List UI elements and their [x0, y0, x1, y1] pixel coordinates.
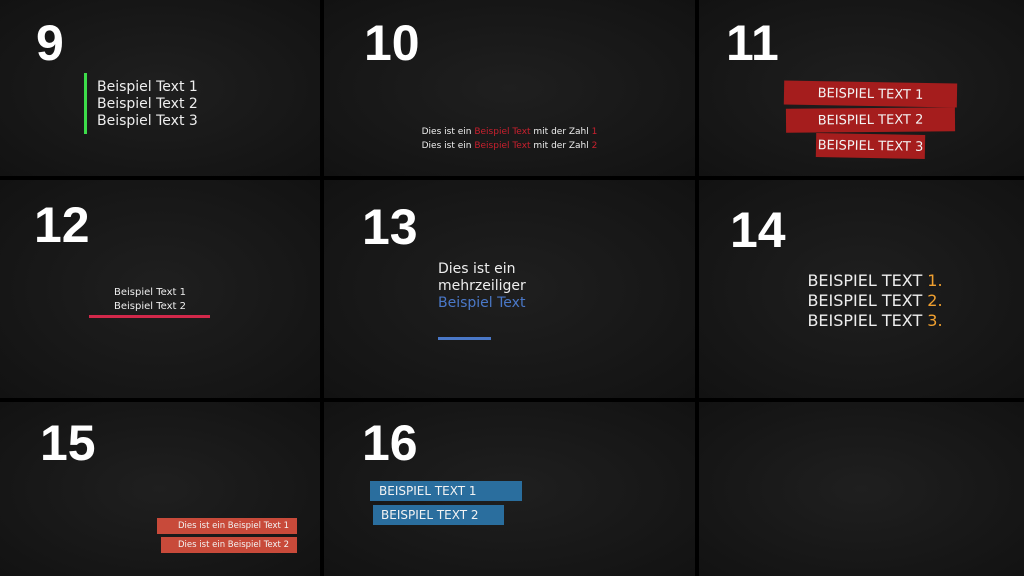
number: 1.: [927, 271, 943, 290]
template-number: 12: [34, 197, 90, 253]
text-line: BEISPIEL TEXT 2: [817, 112, 924, 128]
text-line: Beispiel Text 3: [97, 113, 198, 129]
label-box: BEISPIEL TEXT 1: [370, 481, 522, 501]
text-line: Dies ist ein Beispiel Text mit der Zahl …: [324, 127, 695, 137]
text-line: Dies ist ein Beispiel Text 1: [178, 521, 289, 531]
text-line: BEISPIEL TEXT 3.: [699, 311, 1024, 330]
label-box: Dies ist ein Beispiel Text 2: [161, 537, 297, 553]
label-box: BEISPIEL TEXT 2: [373, 505, 504, 525]
template-panel-16[interactable]: 16 BEISPIEL TEXT 1 BEISPIEL TEXT 2: [324, 402, 695, 576]
text-line: Dies ist ein Beispiel Text mit der Zahl …: [324, 141, 695, 151]
text: BEISPIEL TEXT: [807, 311, 928, 330]
highlight-number: 2: [591, 141, 598, 151]
highlight-text: Beispiel Text: [474, 141, 531, 151]
text-line: BEISPIEL TEXT 1: [817, 85, 924, 103]
template-panel-14[interactable]: 14 BEISPIEL TEXT 1. BEISPIEL TEXT 2. BEI…: [699, 180, 1024, 398]
text: BEISPIEL TEXT: [807, 271, 928, 290]
text-line: BEISPIEL TEXT 3: [817, 137, 924, 155]
number: 3.: [927, 311, 943, 330]
template-panel-12[interactable]: 12 Beispiel Text 1 Beispiel Text 2: [0, 180, 320, 398]
text-line: Dies ist ein Beispiel Text 2: [178, 540, 289, 550]
text-line: BEISPIEL TEXT 1.: [699, 271, 1024, 290]
underline: [89, 315, 210, 318]
underline: [438, 337, 491, 340]
text: mit der Zahl: [530, 141, 592, 151]
template-number: 11: [726, 15, 779, 71]
label-box: Dies ist ein Beispiel Text 1: [157, 518, 297, 534]
text: Dies ist ein: [421, 141, 475, 151]
text-line: Beispiel Text 2: [97, 96, 198, 112]
accent-bar: [84, 73, 87, 134]
text-line: BEISPIEL TEXT 1: [379, 484, 477, 498]
template-number: 9: [36, 15, 64, 71]
label-box: BEISPIEL TEXT 2: [785, 107, 956, 133]
text-line: BEISPIEL TEXT 2.: [699, 291, 1024, 310]
number: 2.: [927, 291, 943, 310]
text-line: Beispiel Text 2: [113, 301, 186, 312]
template-panel-15[interactable]: 15 Dies ist ein Beispiel Text 1 Dies ist…: [0, 402, 320, 576]
text: Dies ist ein: [421, 127, 475, 137]
template-number: 16: [362, 415, 418, 471]
text-line: Beispiel Text: [438, 295, 526, 311]
text: BEISPIEL TEXT: [807, 291, 928, 310]
text-line: Dies ist ein: [438, 261, 516, 277]
text-line: Beispiel Text 1: [113, 287, 186, 298]
template-number: 15: [40, 415, 96, 471]
template-number: 14: [730, 202, 786, 258]
template-panel-10[interactable]: 10 Dies ist ein Beispiel Text mit der Za…: [324, 0, 695, 176]
text-line: BEISPIEL TEXT 2: [381, 508, 479, 522]
template-panel-11[interactable]: 11 BEISPIEL TEXT 1 BEISPIEL TEXT 2 BEISP…: [699, 0, 1024, 176]
template-number: 13: [362, 199, 418, 255]
template-panel-9[interactable]: 9 Beispiel Text 1 Beispiel Text 2 Beispi…: [0, 0, 320, 176]
text: mit der Zahl: [530, 127, 592, 137]
highlight-text: Beispiel Text: [474, 127, 531, 137]
empty-panel: [699, 402, 1024, 576]
label-box: BEISPIEL TEXT 1: [783, 80, 958, 108]
text-line: Beispiel Text 1: [97, 79, 198, 95]
template-panel-13[interactable]: 13 Dies ist ein mehrzeiliger Beispiel Te…: [324, 180, 695, 398]
highlight-number: 1: [591, 127, 598, 137]
template-number: 10: [364, 15, 420, 71]
text-line: mehrzeiliger: [438, 278, 526, 294]
label-box: BEISPIEL TEXT 3: [815, 133, 926, 159]
